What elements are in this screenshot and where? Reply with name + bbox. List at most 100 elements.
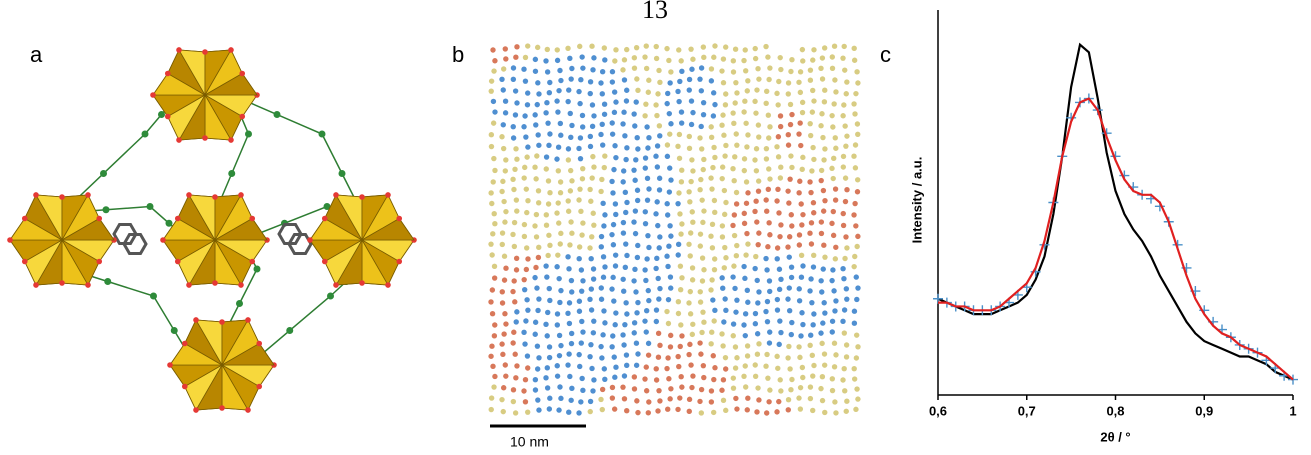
lattice-dot bbox=[731, 212, 738, 218]
lattice-dot bbox=[499, 396, 505, 403]
lattice-dot bbox=[612, 263, 619, 269]
lattice-dot bbox=[655, 330, 662, 337]
lattice-dot bbox=[635, 299, 641, 306]
lattice-dot bbox=[611, 89, 618, 95]
lattice-dot bbox=[666, 243, 672, 249]
lattice-dot bbox=[645, 145, 651, 151]
lattice-dot bbox=[620, 276, 626, 282]
lattice-dot bbox=[841, 43, 847, 50]
lattice-dot bbox=[610, 190, 616, 196]
lattice-dot bbox=[686, 76, 693, 83]
lattice-dot bbox=[567, 242, 573, 248]
lattice-dot bbox=[544, 46, 550, 53]
lattice-dot bbox=[665, 296, 672, 303]
lattice-dot bbox=[565, 362, 571, 368]
lattice-dot bbox=[689, 277, 696, 283]
lattice-dot bbox=[514, 309, 520, 315]
lattice-dot bbox=[513, 319, 519, 325]
lattice-dot bbox=[743, 384, 749, 390]
lattice-dot bbox=[776, 266, 783, 272]
lattice-dot bbox=[568, 134, 574, 140]
lattice-dot bbox=[818, 177, 824, 184]
lattice-dot bbox=[566, 87, 572, 93]
lattice-dot bbox=[852, 165, 859, 171]
lattice-dot bbox=[567, 373, 573, 380]
lattice-dot bbox=[752, 321, 759, 327]
lattice-dot bbox=[501, 331, 507, 337]
lattice-dot bbox=[797, 406, 804, 412]
lattice-dot bbox=[492, 167, 498, 174]
lattice-dot bbox=[631, 320, 638, 326]
lattice-dot bbox=[524, 245, 530, 251]
lattice-dot bbox=[599, 68, 606, 75]
lattice-dot bbox=[853, 332, 860, 338]
lattice-dot bbox=[776, 341, 782, 348]
lattice-dot bbox=[634, 76, 640, 82]
lattice-dot bbox=[818, 123, 824, 129]
lattice-dot bbox=[721, 319, 727, 325]
lattice-dot bbox=[532, 274, 538, 281]
lattice-dot bbox=[543, 375, 549, 381]
lattice-dot bbox=[798, 274, 805, 280]
lattice-dot bbox=[819, 397, 826, 404]
lattice-dot bbox=[646, 135, 652, 141]
lattice-dot bbox=[521, 124, 527, 130]
lattice-dot bbox=[633, 44, 640, 51]
lattice-dot bbox=[688, 362, 694, 368]
lattice-dot bbox=[719, 175, 725, 182]
lattice-dot bbox=[601, 101, 608, 107]
lattice-dot bbox=[522, 78, 529, 84]
lattice-dot bbox=[532, 112, 538, 118]
lattice-dot bbox=[653, 43, 659, 50]
lattice-dot bbox=[701, 208, 707, 214]
lattice-dot bbox=[821, 362, 828, 368]
lattice-dot bbox=[763, 363, 769, 369]
lattice-dot bbox=[831, 155, 837, 162]
lattice-dot bbox=[556, 352, 563, 359]
lattice-dot bbox=[764, 267, 770, 273]
lattice-dot bbox=[642, 155, 649, 161]
lattice-dot bbox=[620, 67, 626, 73]
lattice-dot bbox=[587, 143, 594, 150]
lattice-dot bbox=[545, 309, 551, 316]
lattice-dot bbox=[580, 278, 586, 284]
lattice-dot bbox=[600, 200, 606, 207]
lattice-dot bbox=[855, 131, 861, 137]
lattice-dot bbox=[624, 362, 630, 369]
lattice-dot bbox=[720, 377, 727, 383]
lattice-dot bbox=[774, 296, 781, 303]
lattice-dot bbox=[722, 296, 728, 302]
lattice-dot bbox=[710, 353, 716, 359]
lattice-dot bbox=[602, 57, 608, 63]
lattice-dot bbox=[818, 167, 825, 174]
lattice-dot bbox=[719, 122, 725, 128]
lattice-dot bbox=[730, 110, 736, 116]
lattice-dot bbox=[699, 146, 705, 152]
lattice-dot bbox=[655, 222, 661, 229]
lattice-dot bbox=[785, 188, 791, 194]
lattice-dot bbox=[645, 232, 651, 239]
lattice-dot bbox=[510, 176, 516, 183]
lattice-dot bbox=[829, 112, 835, 119]
lattice-dot bbox=[609, 69, 616, 75]
lattice-dot bbox=[635, 351, 641, 357]
lattice-dot bbox=[557, 179, 564, 185]
lattice-dot bbox=[832, 399, 838, 405]
lattice-dot bbox=[799, 99, 806, 106]
lattice-dot bbox=[699, 278, 706, 284]
lattice-dot bbox=[733, 395, 739, 402]
lattice-dot bbox=[554, 373, 561, 379]
atom bbox=[21, 258, 28, 265]
lattice-dot bbox=[613, 364, 619, 370]
atom bbox=[359, 194, 365, 200]
lattice-dot bbox=[777, 123, 784, 130]
lattice-dot bbox=[844, 186, 850, 193]
lattice-dot bbox=[610, 274, 616, 281]
lattice-dot bbox=[511, 278, 517, 284]
lattice-dot bbox=[767, 288, 773, 295]
lattice-dot bbox=[555, 168, 562, 174]
lattice-dot bbox=[510, 387, 517, 393]
lattice-dot bbox=[677, 395, 683, 401]
lattice-dot bbox=[620, 230, 627, 236]
lattice-dot bbox=[720, 80, 727, 86]
